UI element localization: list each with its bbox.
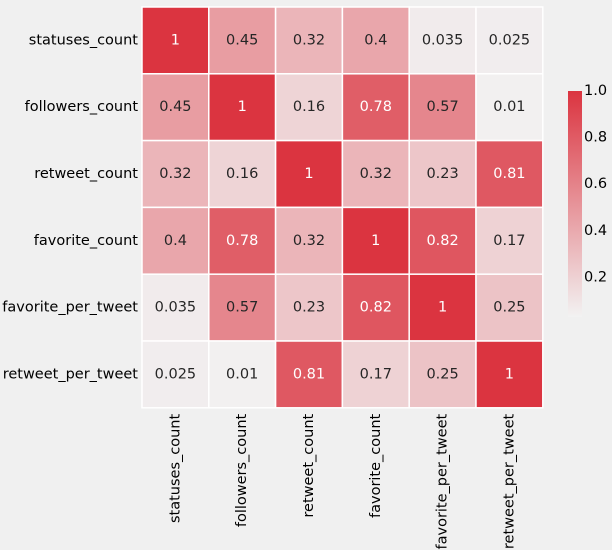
heatmap-cell-4-2	[274, 273, 344, 342]
heatmap-cell-0-1	[208, 6, 277, 75]
colorbar-tick-label-2: 0.6	[584, 176, 607, 192]
cell-value-label-2-2: 1	[304, 166, 313, 182]
cell-value-label-0-3: 0.4	[364, 32, 387, 48]
heatmap-cell-1-3	[341, 73, 410, 142]
cell-value-label-3-3: 1	[371, 233, 380, 249]
colorbar-tick-label-3: 0.8	[584, 130, 607, 146]
cell-value-label-0-1: 0.45	[226, 32, 258, 48]
cell-value-label-0-5: 0.025	[489, 32, 531, 48]
y-tick-label-0: statuses_count	[29, 32, 139, 48]
colorbar: 0.2 0.4 0.6 0.8 1.0	[568, 83, 607, 317]
heatmap-cell-5-4	[408, 340, 477, 409]
cell-value-label-0-4: 0.035	[422, 32, 464, 48]
y-tick-label-4: favorite_per_tweet	[2, 300, 138, 316]
cell-value-label-2-5: 0.81	[493, 166, 525, 182]
heatmap-cell-5-5	[475, 340, 544, 409]
cell-value-label-3-1: 0.78	[226, 233, 258, 249]
heatmap-cell-3-1	[208, 206, 277, 275]
heatmap-cell-4-3	[341, 273, 410, 342]
colorbar-tick-label-4: 1.0	[584, 83, 607, 99]
heatmap-cell-2-5	[475, 139, 544, 209]
heatmap-cell-5-0	[141, 340, 210, 409]
y-axis-tick-labels: statuses_count followers_count retweet_cou…	[2, 32, 138, 382]
heatmap-cell-4-4	[408, 273, 477, 342]
cell-value-label-0-0: 1	[171, 32, 180, 48]
y-tick-label-3: favorite_count	[34, 233, 139, 249]
cell-value-label-5-4: 0.25	[426, 366, 458, 382]
cell-value-label-2-1: 0.16	[226, 166, 258, 182]
y-tick-label-5: retweet_per_tweet	[3, 366, 139, 382]
cell-value-label-1-1: 1	[238, 99, 247, 115]
heatmap-cell-0-0	[141, 6, 210, 75]
cell-value-label-1-5: 0.01	[493, 99, 525, 115]
heatmap-cell-4-5	[475, 273, 544, 342]
colorbar-tick-label-0: 0.2	[584, 269, 607, 285]
cell-value-label-4-4: 1	[438, 300, 447, 316]
cell-value-label-2-4: 0.23	[426, 166, 458, 182]
heatmap-cell-3-3	[341, 206, 410, 275]
cell-value-label-4-2: 0.23	[293, 300, 325, 316]
cell-value-label-3-0: 0.4	[164, 233, 187, 249]
heatmap-cell-3-0	[141, 206, 210, 275]
heatmap-cells	[141, 6, 544, 409]
y-tick-label-1: followers_count	[25, 99, 139, 115]
heatmap-cell-2-1	[208, 139, 277, 209]
cell-value-label-5-2: 0.81	[293, 366, 325, 382]
cell-value-label-5-1: 0.01	[226, 366, 258, 382]
x-tick-label-0: statuses_count	[167, 413, 183, 523]
cell-value-label-1-0: 0.45	[159, 99, 191, 115]
cell-value-label-4-1: 0.57	[226, 300, 258, 316]
cell-value-label-3-4: 0.82	[426, 233, 458, 249]
x-tick-label-1: followers_count	[234, 413, 250, 527]
heatmap-cell-3-5	[475, 206, 544, 275]
x-axis-tick-labels: statuses_count followers_count retweet_cou…	[167, 413, 517, 549]
heatmap-cell-3-2	[274, 206, 344, 275]
cell-value-label-1-4: 0.57	[426, 99, 458, 115]
cell-value-label-4-0: 0.035	[155, 300, 197, 316]
cell-value-label-4-3: 0.82	[360, 300, 392, 316]
cell-value-label-1-2: 0.16	[293, 99, 325, 115]
cell-value-label-0-2: 0.32	[293, 32, 325, 48]
x-tick-label-3: favorite_count	[368, 413, 384, 518]
heatmap-cell-0-5	[475, 6, 544, 75]
x-tick-label-5: retweet_per_tweet	[501, 413, 517, 549]
x-tick-label-2: retweet_count	[301, 413, 317, 517]
heatmap-cell-3-4	[408, 206, 477, 275]
heatmap-annotations: 1 0.45 0.32 0.4 0.035 0.025 0.45 1 0.16 0.78 0.57 0…	[155, 32, 531, 382]
heatmap-cell-2-4	[408, 139, 477, 209]
y-tick-label-2: retweet_count	[34, 166, 138, 182]
cell-value-label-2-3: 0.32	[360, 166, 392, 182]
cell-value-label-1-3: 0.78	[360, 99, 392, 115]
cell-value-label-3-2: 0.32	[293, 233, 325, 249]
heatmap-cell-5-3	[341, 340, 410, 409]
cell-value-label-5-0: 0.025	[155, 366, 197, 382]
colorbar-tick-label-1: 0.4	[584, 223, 607, 239]
cell-value-label-2-0: 0.32	[159, 166, 191, 182]
cell-value-label-4-5: 0.25	[493, 300, 525, 316]
cell-value-label-5-5: 1	[505, 366, 514, 382]
colorbar-gradient	[568, 91, 582, 317]
cell-value-label-5-3: 0.17	[360, 366, 392, 382]
cell-value-label-3-5: 0.17	[493, 233, 525, 249]
heatmap-cell-2-3	[341, 139, 410, 209]
x-tick-label-4: favorite_per_tweet	[435, 413, 451, 549]
heatmap-cell-1-1	[208, 73, 277, 142]
heatmap-cell-1-5	[475, 73, 544, 142]
